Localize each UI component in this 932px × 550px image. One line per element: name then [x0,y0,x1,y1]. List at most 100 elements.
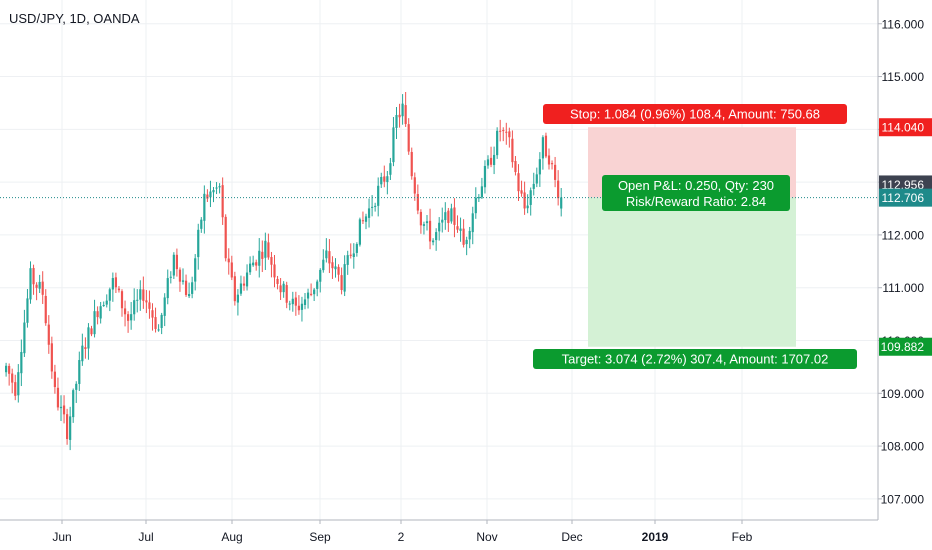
candle-body [462,228,465,245]
candle [252,255,255,267]
candle [75,381,78,403]
candle [371,195,374,217]
candle [50,336,53,379]
candle-body [328,251,331,264]
candle-body [130,314,133,321]
candle [511,130,514,168]
time-tick-label: 2 [398,530,405,544]
time-tick-label: Feb [732,530,753,544]
candle [163,293,166,327]
candle-body [499,130,502,132]
candle-body [398,114,401,118]
candle [328,239,331,274]
candle-body [544,135,548,157]
candle [422,221,426,235]
candle [142,276,145,309]
candle [386,170,389,195]
target-label: Target: 3.074 (2.72%) 307.4, Amount: 170… [533,349,857,369]
target-price-tag-bg [879,337,932,356]
candle [334,258,337,278]
candle [547,148,551,170]
candle-body [258,250,261,266]
candle-body [84,347,87,350]
candle-body [279,285,282,293]
candle-body [367,208,371,218]
candle-body [120,291,124,309]
candle [151,303,154,331]
candle [450,203,453,224]
candle-body [514,160,517,173]
candle [380,172,383,188]
candle [544,132,548,159]
candle [367,198,371,228]
candle [38,274,41,293]
candle [392,117,395,167]
price-tick-label: 111.000 [882,281,924,295]
candle [477,194,480,203]
target-price-tag: 109.882 [879,337,932,356]
candle [102,301,105,307]
candle [343,255,346,297]
candle [23,309,26,357]
candle [486,155,490,169]
candle [114,272,117,294]
candle-body [401,103,404,117]
candle [270,251,273,278]
candle-body [78,360,81,384]
candle [69,406,72,451]
candle-body [245,272,249,287]
candle [123,300,127,327]
candle-body [108,289,111,301]
candle [432,238,435,246]
candle-body [474,197,477,214]
candle-body [535,174,538,184]
candle-body [105,300,108,305]
candle-body [194,258,197,282]
candle [447,207,450,232]
candle [87,323,90,360]
candle-body [169,276,172,278]
candle [279,278,282,300]
candle [416,184,419,215]
current-price-tag-bg [879,188,932,207]
candle [191,276,194,299]
candle-body [389,163,392,175]
candle-body [532,183,535,189]
candle-body [340,275,343,291]
current-price-tag-text: 112.706 [882,191,925,205]
candle-body [93,311,96,335]
candle-body [383,176,386,182]
candle-body [313,289,316,295]
candle-body [47,324,50,345]
candle [227,248,230,275]
candle-body [239,283,243,294]
candle [453,198,456,238]
candle [35,282,38,301]
candle-body [41,281,44,295]
candle-body [72,390,75,418]
candle [297,295,300,315]
candle-body [505,131,508,133]
pnl-line1: Open P&L: 0.250, Qty: 230 [618,178,774,193]
candle [203,185,206,234]
candle-body [371,206,374,208]
candle [306,288,310,309]
candle-body [87,327,90,349]
candle [264,232,267,270]
candle [209,180,212,208]
candle [529,187,532,216]
candle-body [422,224,426,226]
candle [483,160,487,194]
price-tick-label: 109.000 [881,387,925,401]
candle-body [261,251,264,259]
candle-body [346,255,349,265]
candle [288,300,291,311]
candle-body [218,186,221,188]
candle [236,289,239,316]
stop-price-tag: 114.040 [879,118,932,137]
candle-body [404,105,407,125]
candle-body [432,240,435,243]
candle-body [96,311,99,318]
